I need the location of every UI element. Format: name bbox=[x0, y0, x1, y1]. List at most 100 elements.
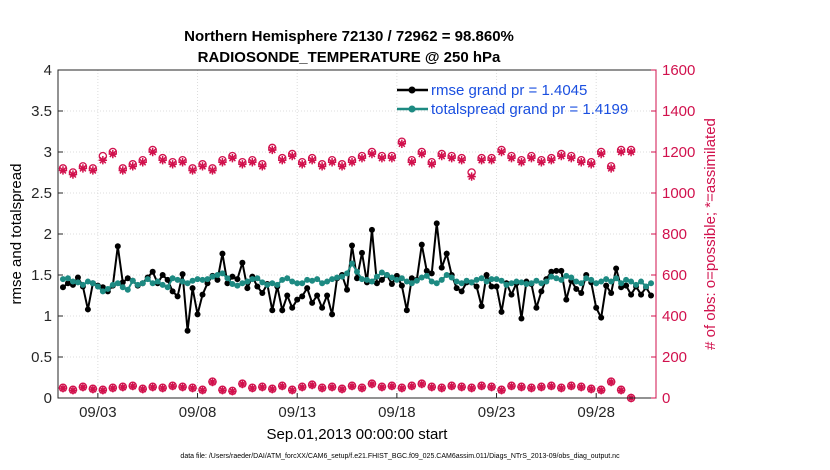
data-point bbox=[184, 327, 191, 334]
obs-assimilated-point bbox=[497, 147, 506, 157]
obs-assimilated-point bbox=[78, 164, 88, 173]
obs-assimilated-point bbox=[457, 156, 466, 165]
obs-assimilated-point bbox=[148, 382, 157, 392]
obs-assimilated-point bbox=[108, 149, 118, 159]
obs-assimilated-point bbox=[98, 156, 108, 165]
data-point bbox=[139, 280, 146, 287]
data-point bbox=[598, 278, 605, 285]
data-point bbox=[244, 278, 251, 285]
series-totalspread bbox=[59, 260, 655, 295]
obs-assimilated-point bbox=[108, 383, 118, 393]
data-point bbox=[94, 283, 101, 290]
data-point bbox=[573, 285, 580, 292]
data-point bbox=[149, 280, 156, 287]
data-point bbox=[398, 275, 405, 282]
data-point bbox=[378, 276, 385, 283]
data-point bbox=[214, 276, 221, 283]
obs-assimilated-point bbox=[357, 383, 367, 393]
legend-spread-label: totalspread grand pr = 1.4199 bbox=[431, 101, 628, 118]
obs-assimilated-point bbox=[427, 382, 436, 392]
data-point bbox=[428, 278, 435, 285]
data-point bbox=[488, 276, 495, 283]
obs-assimilated-point bbox=[587, 160, 596, 169]
data-point bbox=[259, 290, 266, 297]
data-point bbox=[154, 278, 161, 285]
y-axis-label-left: rmse and totalspread bbox=[8, 164, 25, 305]
data-point bbox=[628, 291, 635, 298]
data-file-footnote: data file: /Users/raeder/DAI/ATM_forcXX/… bbox=[180, 453, 620, 460]
data-point bbox=[209, 273, 216, 280]
data-point bbox=[199, 291, 206, 298]
obs-assimilated-point bbox=[517, 158, 526, 167]
data-point bbox=[214, 272, 221, 278]
data-point bbox=[613, 265, 620, 272]
data-point bbox=[269, 280, 276, 287]
data-point bbox=[319, 304, 326, 311]
x-tick-label: 09/13 bbox=[278, 404, 316, 421]
obs-assimilated-point bbox=[337, 162, 347, 171]
data-point bbox=[124, 286, 131, 293]
obs-assimilated-point bbox=[337, 384, 347, 394]
obs-assimilated-point bbox=[158, 156, 167, 165]
data-point bbox=[259, 279, 266, 286]
data-point bbox=[458, 280, 465, 287]
data-point bbox=[59, 276, 66, 283]
obs-assimilated-point bbox=[557, 383, 566, 393]
data-point bbox=[518, 315, 525, 322]
data-point bbox=[349, 260, 356, 267]
data-point bbox=[478, 275, 485, 282]
data-point bbox=[329, 311, 336, 318]
right-tick-label: 800 bbox=[662, 226, 687, 243]
obs-assimilated-point bbox=[547, 381, 556, 391]
data-point bbox=[114, 243, 121, 250]
data-point bbox=[334, 274, 341, 281]
obs-assimilated-point bbox=[577, 158, 586, 167]
data-point bbox=[453, 278, 460, 285]
data-point bbox=[249, 276, 256, 283]
data-point bbox=[289, 278, 296, 285]
obs-assimilated-point bbox=[327, 382, 337, 392]
obs-assimilated-point bbox=[357, 153, 367, 163]
data-point bbox=[643, 283, 650, 290]
obs-assimilated-point bbox=[437, 383, 446, 393]
data-point bbox=[448, 274, 455, 281]
data-point bbox=[109, 281, 116, 288]
obs-assimilated-point bbox=[507, 381, 516, 391]
legend-rmse-label: rmse grand pr = 1.4045 bbox=[431, 82, 587, 99]
right-tick-label: 400 bbox=[662, 308, 687, 325]
data-point bbox=[453, 285, 460, 292]
left-axis: 0 0.5 1 1.5 2 2.5 3 3.5 4 bbox=[31, 62, 63, 407]
data-point bbox=[498, 308, 505, 315]
data-point bbox=[588, 276, 595, 283]
data-point bbox=[304, 276, 311, 283]
data-point bbox=[508, 291, 515, 298]
data-point bbox=[468, 279, 475, 286]
obs-assimilated-point bbox=[387, 381, 397, 391]
obs-assimilated-point bbox=[88, 166, 98, 175]
data-point bbox=[628, 278, 635, 285]
data-point bbox=[179, 271, 186, 278]
data-point bbox=[603, 282, 610, 289]
obs-assimilated-point bbox=[377, 382, 387, 392]
right-tick-label: 0 bbox=[662, 390, 670, 407]
data-point bbox=[279, 276, 286, 283]
x-tick-label: 09/03 bbox=[79, 404, 117, 421]
obs-assimilated-point bbox=[178, 158, 187, 167]
data-point bbox=[478, 303, 485, 310]
data-point bbox=[583, 275, 590, 282]
obs-assimilated-point bbox=[327, 158, 337, 167]
obs-assimilated-point bbox=[397, 139, 407, 148]
legend-rmse-marker bbox=[408, 86, 416, 94]
x-axis: 09/03 09/08 09/13 09/18 09/23 09/28 bbox=[79, 393, 615, 421]
left-tick-label: 3 bbox=[44, 144, 52, 161]
data-point bbox=[104, 285, 111, 292]
obs-assimilated-point bbox=[58, 383, 68, 393]
data-point bbox=[264, 281, 271, 288]
obs-assimilated-point bbox=[198, 386, 207, 395]
obs-assimilated-point bbox=[616, 147, 626, 157]
obs-assimilated-point bbox=[596, 386, 606, 395]
right-tick-label: 1200 bbox=[662, 144, 695, 161]
left-tick-label: 1 bbox=[44, 308, 52, 325]
right-tick-label: 1600 bbox=[662, 62, 695, 79]
